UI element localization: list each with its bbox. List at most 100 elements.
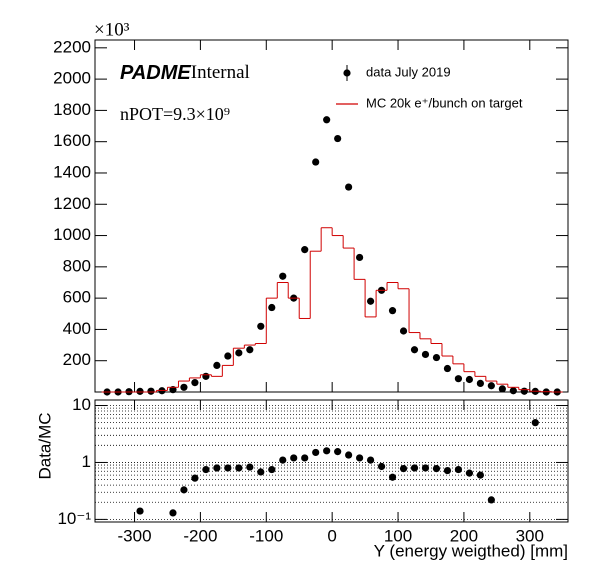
data-point (202, 372, 210, 380)
data-point (465, 375, 474, 384)
data-point (334, 448, 342, 456)
y-axis-label: Data/MC (35, 412, 54, 479)
data-point (169, 386, 177, 394)
data-point (498, 385, 506, 393)
y-tick-label: 1200 (53, 194, 91, 213)
data-point (257, 322, 265, 330)
x-tick-label: 100 (384, 526, 412, 545)
y-tick-label: 200 (63, 350, 91, 369)
y-tick-label: 10⁻¹ (57, 509, 91, 528)
x-tick-label: 300 (516, 526, 544, 545)
data-point (290, 454, 298, 462)
data-point (180, 383, 188, 391)
data-point (268, 303, 276, 312)
experiment-label: PADMEInternal (120, 62, 250, 84)
data-point (476, 379, 484, 387)
x-tick-label: 0 (327, 526, 336, 545)
data-point (443, 466, 452, 475)
data-point (213, 361, 221, 370)
data-point (224, 352, 232, 360)
data-point (279, 456, 287, 464)
data-point (388, 307, 397, 315)
plot-frame (94, 399, 569, 523)
data-point (279, 272, 287, 280)
y-tick-label: 10 (72, 395, 91, 414)
data-point (399, 327, 408, 335)
internal-label: Internal (191, 62, 250, 83)
data-point (312, 448, 320, 457)
data-point (487, 382, 495, 390)
data-point (366, 456, 375, 464)
legend-label: data July 2019 (366, 64, 451, 79)
data-point (191, 474, 199, 482)
y-tick-label: 400 (63, 319, 91, 338)
data-point (323, 116, 331, 124)
y-tick-label: 600 (63, 288, 91, 307)
data-point (345, 451, 353, 459)
data-point (421, 464, 430, 472)
y-tick-label: 1000 (53, 225, 91, 244)
data-point (235, 464, 243, 472)
data-point (355, 454, 364, 462)
data-point (323, 447, 331, 455)
x-tick-label: 200 (450, 526, 478, 545)
data-point (509, 387, 517, 395)
y-tick-label: 2200 (53, 37, 91, 56)
npot-label: nPOT=9.3×10⁹ (120, 104, 230, 124)
x-tick-label: -300 (118, 526, 152, 545)
y-multiplier: ×10³ (94, 19, 130, 40)
data-point (345, 183, 353, 191)
plot-frame (94, 39, 569, 393)
legend-label: MC 20k e⁺/bunch on target (366, 95, 523, 110)
data-point (301, 246, 309, 254)
legend-marker (343, 69, 351, 77)
data-point (531, 419, 539, 427)
data-point (410, 346, 419, 354)
y-tick-label: 1 (82, 452, 91, 471)
data-point (246, 346, 254, 354)
data-point (334, 134, 342, 143)
data-point (169, 509, 177, 517)
data-point (355, 253, 364, 262)
data-point (202, 465, 210, 474)
data-point (377, 462, 386, 471)
y-tick-label: 2000 (53, 69, 91, 88)
data-point (268, 465, 276, 474)
data-point (454, 375, 463, 383)
padme-label: PADME (120, 62, 191, 84)
data-point (213, 464, 221, 472)
data-point (180, 486, 188, 494)
data-point (191, 379, 199, 387)
y-tick-label: 1800 (53, 100, 91, 119)
data-point (147, 387, 155, 395)
data-point (246, 463, 254, 471)
data-point (136, 387, 144, 395)
data-point (224, 464, 232, 472)
data-point (432, 353, 441, 362)
data-point (432, 465, 441, 473)
data-point (399, 465, 408, 473)
data-point (476, 471, 484, 479)
x-axis-label: Y (energy weigthed) [mm] (374, 541, 568, 560)
data-point (312, 158, 320, 166)
data-point (136, 507, 144, 515)
x-tick-label: -200 (183, 526, 217, 545)
data-point (465, 469, 474, 477)
data-point (487, 496, 495, 504)
data-point (454, 465, 463, 474)
data-point (257, 468, 265, 476)
data-point (366, 297, 375, 305)
y-tick-label: 1600 (53, 131, 91, 150)
data-point (301, 454, 309, 462)
y-tick-label: 800 (63, 256, 91, 275)
data-point (235, 349, 243, 357)
data-point (443, 364, 452, 373)
data-point (410, 464, 419, 472)
data-point (520, 387, 528, 395)
data-point (421, 350, 430, 359)
data-point (388, 473, 397, 481)
y-tick-label: 1400 (53, 162, 91, 181)
x-tick-label: -100 (249, 526, 283, 545)
